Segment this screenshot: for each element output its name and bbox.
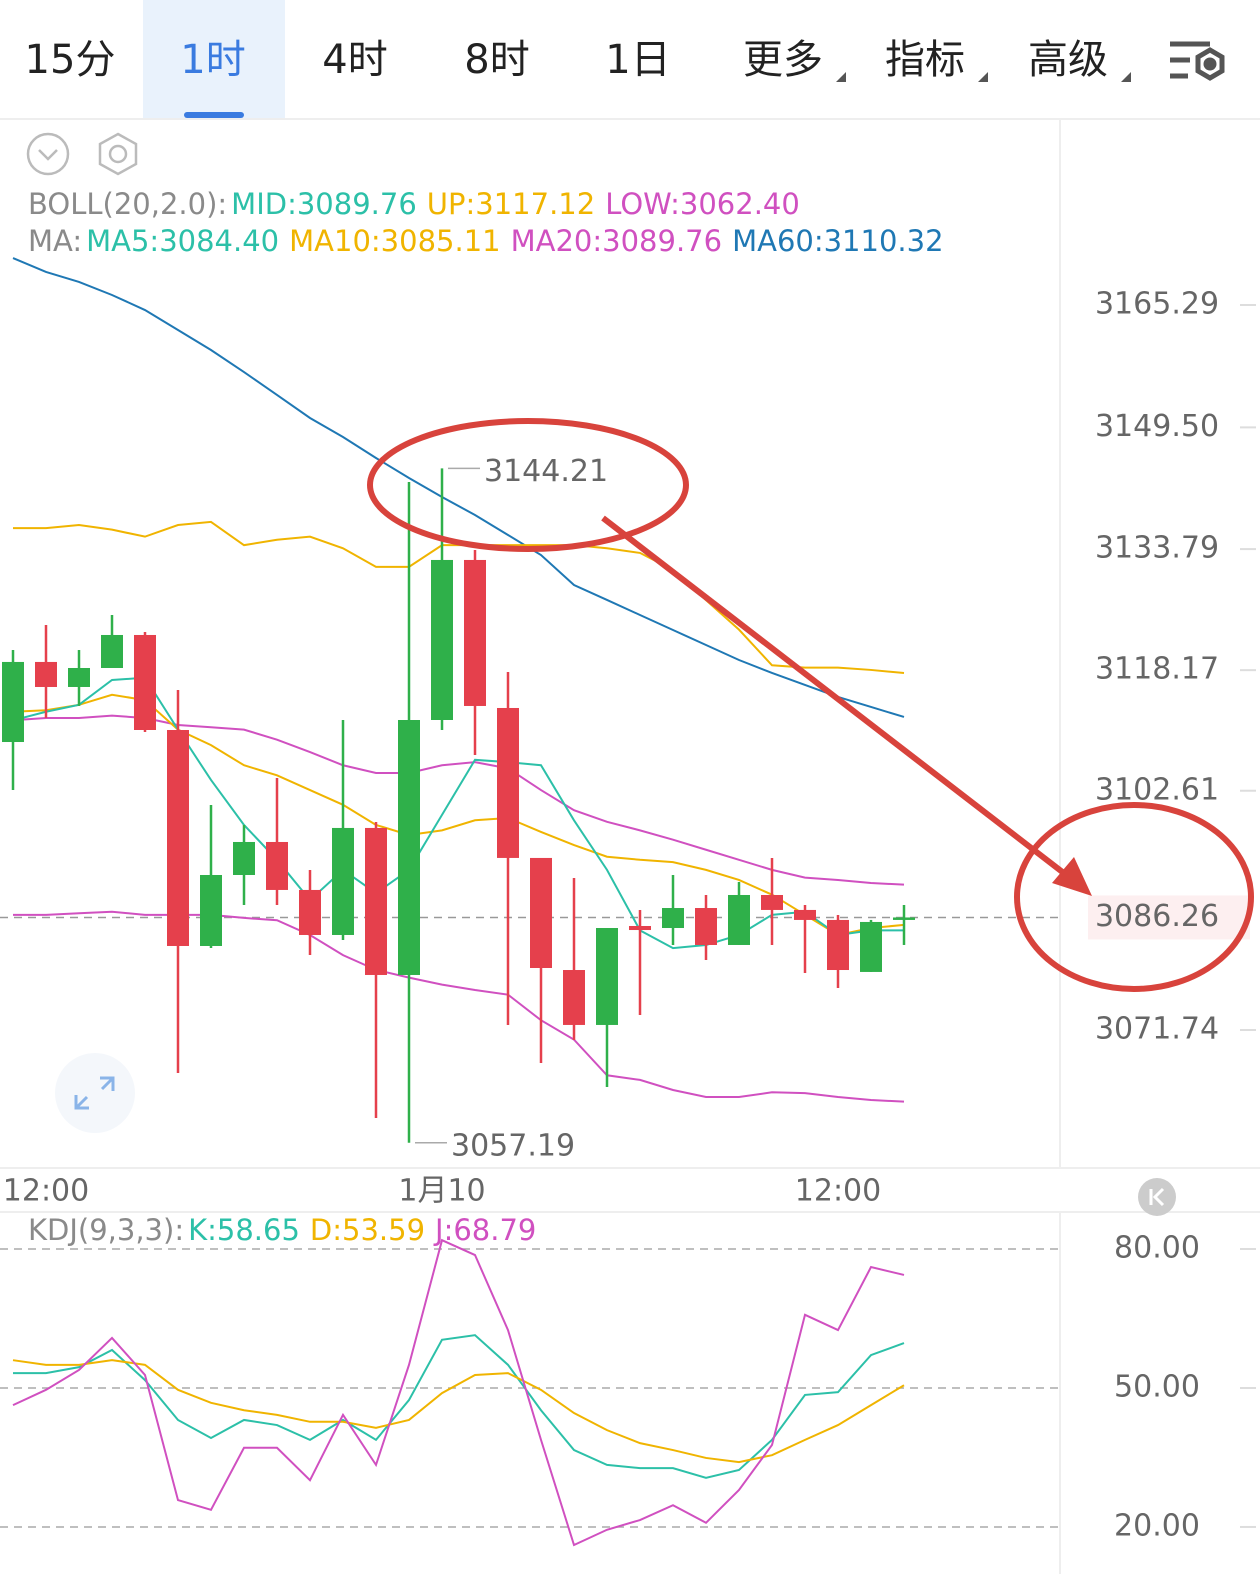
candle-body xyxy=(167,729,189,946)
y-tick-label: 3118.17 xyxy=(1095,652,1219,687)
candle-body xyxy=(233,841,255,875)
y-tick-label: 3102.61 xyxy=(1095,772,1219,807)
indicator-legend: KDJ(9,3,3): K:58.65 D:53.59 J:68.79 xyxy=(28,1213,536,1247)
candle-body xyxy=(365,827,387,975)
legend-item: MA5:3084.40 xyxy=(86,224,279,258)
candle-body xyxy=(134,634,156,730)
tab[interactable]: 高级 xyxy=(1028,37,1108,83)
tab[interactable]: 1时 xyxy=(180,37,245,83)
selected-tab-underline xyxy=(184,112,244,118)
candle-body xyxy=(101,634,123,668)
x-tick-label: 12:00 xyxy=(795,1174,881,1209)
collapse-icon[interactable] xyxy=(26,132,70,176)
candle-body xyxy=(728,894,750,945)
dropdown-triangle xyxy=(978,72,988,82)
last-price-bg xyxy=(1088,895,1250,940)
candle-body xyxy=(629,925,651,931)
indicator-line xyxy=(12,693,905,937)
selected-tab-bg xyxy=(143,0,285,118)
legend-item: K:58.65 xyxy=(188,1213,300,1247)
candle-body xyxy=(2,661,24,743)
candle-body xyxy=(860,921,882,972)
dropdown-triangle xyxy=(836,72,846,82)
tab[interactable]: 更多 xyxy=(743,37,823,83)
indicator-line xyxy=(12,714,905,886)
candle-body xyxy=(35,661,57,687)
tab[interactable]: 15分 xyxy=(25,37,116,83)
kdj-line xyxy=(12,1238,905,1547)
candle-body xyxy=(464,559,486,706)
tab[interactable]: 1日 xyxy=(605,37,670,83)
candle-body xyxy=(596,928,618,1025)
kdj-chart: 80.00 50.00 20.00 KDJ(9,3,3): K:58.65 D:53.59… xyxy=(0,1213,1256,1547)
indicator-line xyxy=(13,910,905,1103)
y-tick-label: 3149.50 xyxy=(1095,409,1219,444)
indicator-line xyxy=(12,676,904,950)
kdj-line xyxy=(12,1359,905,1464)
candle-body xyxy=(827,919,849,971)
candle-body xyxy=(695,908,717,945)
candle-body xyxy=(497,707,519,858)
tab[interactable]: 指标 xyxy=(885,37,965,83)
annotation xyxy=(367,418,1254,992)
y-tick-label: 3165.29 xyxy=(1095,286,1219,321)
candle-body xyxy=(431,559,453,720)
candle-body xyxy=(68,667,90,687)
y-tick-label: 50.00 xyxy=(1114,1369,1200,1404)
legend-item: J:68.79 xyxy=(433,1213,536,1247)
last-price-label: 3086.26 xyxy=(1095,899,1219,934)
candle-body xyxy=(530,857,552,968)
candle-body xyxy=(398,719,420,975)
y-tick-label: 20.00 xyxy=(1114,1508,1200,1543)
candle-body xyxy=(299,889,321,935)
candle-body xyxy=(662,908,684,929)
legend-item: D:53.59 xyxy=(310,1213,425,1247)
legend-item: MA10:3085.11 xyxy=(289,224,500,258)
legend-label: MA: xyxy=(28,224,82,258)
indicator-legend: MA: MA5:3084.40 MA10:3085.11 MA20:3089.76 MA… xyxy=(28,224,944,258)
indicator-line xyxy=(12,257,905,718)
tab[interactable]: 4时 xyxy=(322,37,387,83)
legend-item: MA60:3110.32 xyxy=(732,224,943,258)
candle-body xyxy=(893,917,915,920)
low-label: 3057.19 xyxy=(451,1128,575,1163)
high-label: 3144.21 xyxy=(484,454,608,489)
legend-item: MID:3089.76 xyxy=(231,187,417,221)
legend-label: KDJ(9,3,3): xyxy=(28,1213,184,1247)
y-tick-label: 80.00 xyxy=(1114,1231,1200,1266)
indicator-legend: BOLL(20,2.0): MID:3089.76 UP:3117.12 LOW:30… xyxy=(28,187,800,221)
candle-body xyxy=(761,894,783,910)
x-tick-label: 1月10 xyxy=(398,1174,485,1209)
candle-body xyxy=(794,909,816,920)
kdj-line xyxy=(13,1334,905,1479)
expand-icon[interactable] xyxy=(55,1053,135,1133)
legend-label: BOLL(20,2.0): xyxy=(28,187,227,221)
candle-body xyxy=(266,841,288,890)
candle-body xyxy=(563,970,585,1025)
y-tick-label: 3071.74 xyxy=(1095,1011,1219,1046)
legend-item: LOW:3062.40 xyxy=(605,187,800,221)
scroll-back-icon[interactable] xyxy=(1138,1178,1176,1216)
y-tick-label: 3133.79 xyxy=(1095,531,1219,566)
x-tick-label: 12:00 xyxy=(3,1174,89,1209)
dropdown-triangle xyxy=(1121,72,1131,82)
tab[interactable]: 8时 xyxy=(464,37,529,83)
settings-icon[interactable] xyxy=(1170,41,1225,81)
legend-item: MA20:3089.76 xyxy=(511,224,722,258)
hexagon-settings-icon[interactable] xyxy=(98,132,138,176)
legend-item: UP:3117.12 xyxy=(427,187,595,221)
candle-body xyxy=(200,874,222,946)
price-chart: BOLL(20,2.0): MID:3089.76 UP:3117.12 LOW:30… xyxy=(0,187,1256,1209)
annotation-arrowhead xyxy=(1052,857,1092,896)
candle-body xyxy=(332,827,354,935)
